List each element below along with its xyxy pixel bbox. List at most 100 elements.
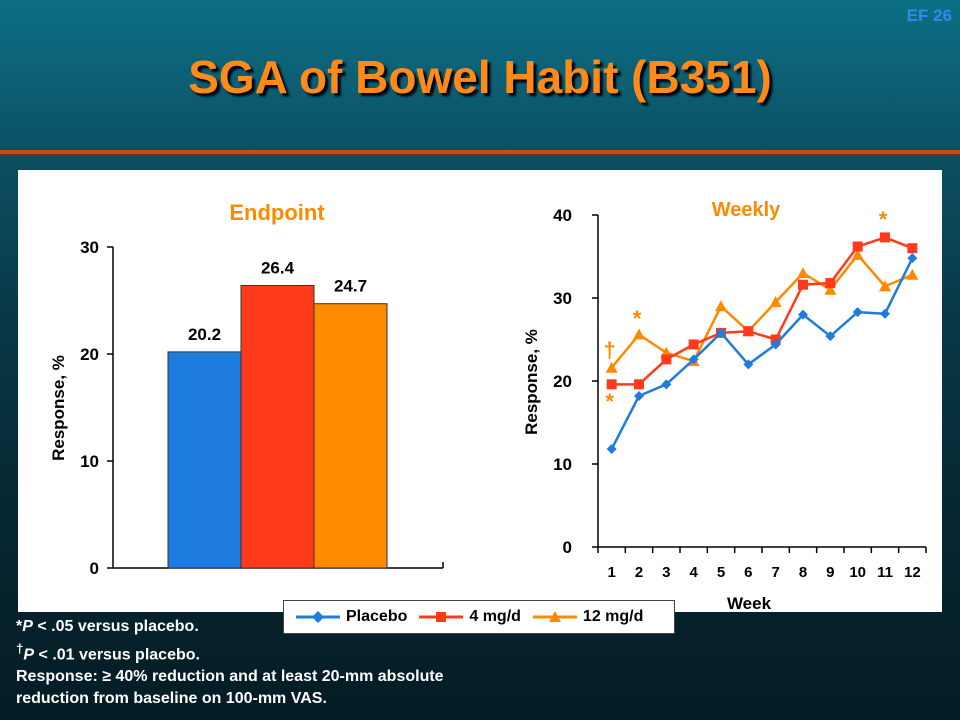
weekly-x-tick-label: 4 [689,564,698,581]
legend-swatch-12mg [532,611,577,622]
footnote-2-mark: † [16,641,24,656]
weekly-annotation: * [605,389,614,414]
weekly-y-tick-label: 40 [553,206,572,225]
title-divider [0,150,960,156]
weekly-point [879,280,891,292]
weekly-x-tick-label: 8 [799,564,807,581]
weekly-point [634,390,644,401]
weekly-annotation: † [604,337,616,362]
footnote-3: Response: ≥ 40% reduction and at least 2… [16,668,444,686]
endpoint-bars: 20.2 26.4 24.7 [167,259,388,569]
footnote-4: reduction from baseline on 100-mm VAS. [16,690,327,708]
legend-label-12mg: 12 mg/d [582,608,644,625]
footnote-1-mark: * [16,618,23,635]
footnote-2-p: P [23,646,35,664]
weekly-x-tick-label: 5 [717,564,725,581]
endpoint-bar-label: 26.4 [261,259,295,278]
weekly-point [634,379,644,390]
endpoint-y-tick-label: 20 [80,345,99,364]
weekly-annotation: * [879,207,888,232]
weekly-point [880,308,890,319]
weekly-point [661,354,672,365]
weekly-point [606,379,617,390]
footnote-2-text: < .01 versus placebo. [34,646,200,664]
weekly-point [852,241,863,252]
weekly-series-line [610,257,914,450]
legend-item-placebo: Placebo [296,608,407,626]
weekly-x-tick-label: 3 [662,564,670,581]
legend-swatch-4mg [419,612,464,622]
weekly-x-tick-label: 1 [607,564,615,581]
endpoint-y-tick-label: 0 [90,559,99,578]
weekly-series [605,232,919,455]
legend: Placebo 4 mg/d 12 mg/d [283,600,675,634]
weekly-x-tick-label: 9 [826,564,834,581]
weekly-point [825,331,836,342]
weekly-x-axis-label: Week [727,594,772,613]
weekly-y-tick-label: 10 [553,455,572,474]
weekly-point [743,359,754,370]
weekly-point [797,267,809,279]
endpoint-bar [240,285,315,569]
weekly-point [661,379,672,390]
weekly-point [824,283,837,295]
weekly-point [606,444,617,455]
weekly-y-tick-label: 20 [553,372,572,391]
weekly-x-tick-label: 10 [849,564,866,581]
legend-item-12mg: 12 mg/d [532,608,644,626]
legend-swatch-placebo [296,611,340,623]
weekly-annotation: * [633,306,642,331]
weekly-x-tick-label: 12 [904,564,921,581]
legend-item-4mg: 4 mg/d [419,608,521,626]
weekly-point [688,339,699,350]
legend-label-4mg: 4 mg/d [469,608,521,625]
endpoint-y-axis-label: Response, % [49,355,68,461]
weekly-x-tick-label: 6 [744,564,752,581]
weekly-x-tick-label: 2 [635,564,643,581]
weekly-y-tick-label: 30 [553,289,572,308]
weekly-series-line [611,236,913,386]
slide-id: EF 26 [906,6,952,25]
weekly-x-tick-label: 11 [877,564,893,581]
weekly-y-tick-label: 0 [563,538,572,557]
weekly-point [770,339,781,350]
footnote-2: †P < .01 versus placebo. [16,638,444,666]
endpoint-bar [313,303,388,569]
weekly-point [825,278,836,289]
footnote-1-text: < .05 versus placebo. [32,618,199,635]
endpoint-y-tick-label: 30 [80,238,99,257]
weekly-point [851,248,864,260]
footnote-1: *P < .05 versus placebo. [16,616,444,638]
weekly-point [852,307,863,318]
weekly-chart-title: Weekly [712,199,781,221]
weekly-point [798,279,808,290]
weekly-point [633,328,645,340]
weekly-point [880,232,890,243]
endpoint-bar-label: 20.2 [188,325,221,344]
weekly-point [907,253,918,264]
endpoint-bar-label: 24.7 [334,277,367,296]
endpoint-chart-title: Endpoint [229,200,325,225]
weekly-y-axis-label: Response, % [522,329,541,435]
weekly-point [907,243,918,254]
weekly-x-tick-label: 7 [771,564,779,581]
weekly-point [906,268,919,280]
slide-title: SGA of Bowel Habit (B351) [188,51,772,103]
weekly-point [688,354,699,365]
weekly-point [743,326,754,337]
footnote-1-p: P [22,618,33,635]
legend-label-placebo: Placebo [346,608,408,625]
weekly-point [798,309,808,320]
weekly-series-line [610,252,913,369]
endpoint-y-tick-label: 10 [80,452,99,471]
weekly-point [605,361,618,373]
footnotes: *P < .05 versus placebo. †P < .01 versus… [16,616,444,710]
weekly-point [715,300,727,312]
weekly-point [769,296,782,308]
endpoint-axes: 0 10 20 30 [80,238,444,578]
weekly-annotations: † * * * [604,207,888,414]
weekly-point [716,327,726,338]
